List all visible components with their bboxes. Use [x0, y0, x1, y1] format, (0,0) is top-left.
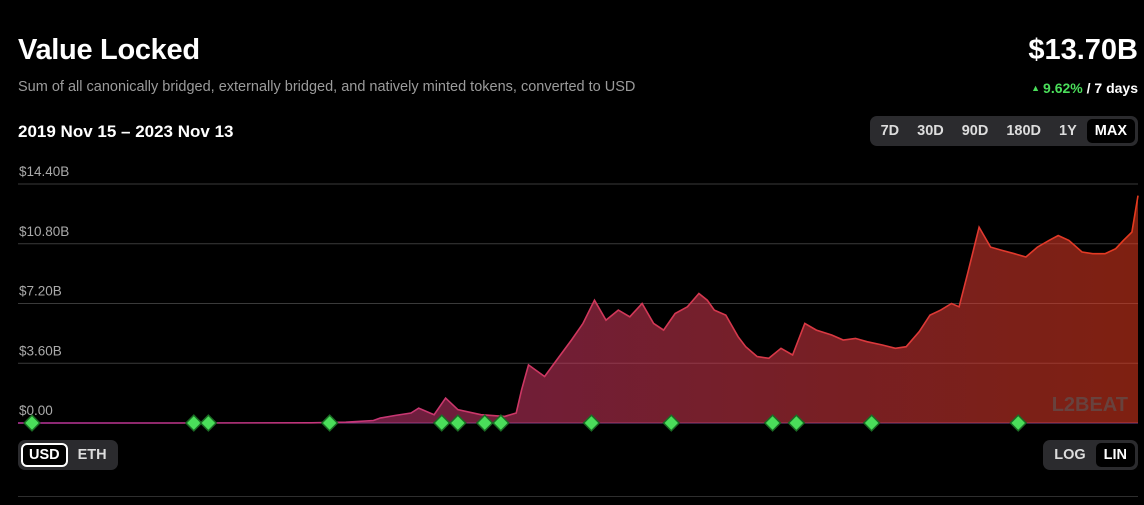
arrow-up-icon: ▲	[1031, 83, 1041, 93]
area-fill	[18, 195, 1138, 423]
milestone-marker[interactable]	[492, 414, 510, 432]
milestone-marker[interactable]	[787, 414, 806, 432]
scale-option-lin[interactable]: LIN	[1095, 443, 1135, 467]
milestone-marker[interactable]	[449, 414, 467, 432]
milestone-marker[interactable]	[662, 414, 681, 432]
milestone-marker[interactable]	[199, 414, 218, 432]
currency-selector: USD ETH	[18, 440, 118, 470]
range-option-max[interactable]: MAX	[1086, 119, 1135, 143]
change-period: / 7 days	[1086, 80, 1138, 96]
y-tick-label: $10.80B	[19, 224, 69, 239]
divider	[18, 496, 1138, 497]
y-tick-label: $7.20B	[19, 284, 62, 299]
y-tick-label: $14.40B	[19, 164, 69, 179]
milestone-marker[interactable]	[320, 414, 339, 432]
milestone-marker[interactable]	[1009, 414, 1028, 432]
range-option-90d[interactable]: 90D	[961, 123, 989, 139]
range-selector: 7D 30D 90D 180D 1Y MAX	[869, 116, 1138, 146]
watermark-logo: L2BEAT	[1052, 394, 1128, 416]
milestone-marker[interactable]	[475, 414, 494, 432]
date-range: 2019 Nov 15 – 2023 Nov 13	[18, 122, 234, 141]
currency-option-usd[interactable]: USD	[21, 443, 68, 467]
scale-option-log[interactable]: LOG	[1054, 447, 1086, 463]
y-tick-label: $3.60B	[19, 343, 62, 358]
change-percent: 9.62%	[1043, 80, 1083, 96]
milestone-marker[interactable]	[432, 414, 451, 432]
total-value: $13.70B	[1028, 34, 1138, 66]
change-indicator: ▲ 9.62% / 7 days	[1031, 80, 1138, 96]
range-option-1y[interactable]: 1Y	[1059, 123, 1077, 139]
milestone-marker[interactable]	[23, 414, 41, 432]
milestone-marker[interactable]	[582, 414, 601, 432]
series-line	[18, 195, 1139, 424]
range-option-7d[interactable]: 7D	[880, 123, 900, 139]
range-option-30d[interactable]: 30D	[917, 123, 944, 139]
value-locked-chart: L2BEAT $0.00 $3.60B $7.20B $10.80B $14.40B	[18, 164, 1139, 432]
scale-selector: LOG LIN	[1043, 440, 1138, 470]
milestone-marker[interactable]	[184, 414, 203, 432]
y-tick-label: $0.00	[19, 403, 53, 418]
milestone-marker[interactable]	[862, 414, 881, 432]
milestone-marker[interactable]	[763, 414, 782, 432]
page-title: Value Locked	[18, 34, 200, 66]
range-option-180d[interactable]: 180D	[1006, 123, 1042, 139]
currency-option-eth[interactable]: ETH	[77, 447, 107, 463]
page-subtitle: Sum of all canonically bridged, external…	[18, 79, 636, 95]
